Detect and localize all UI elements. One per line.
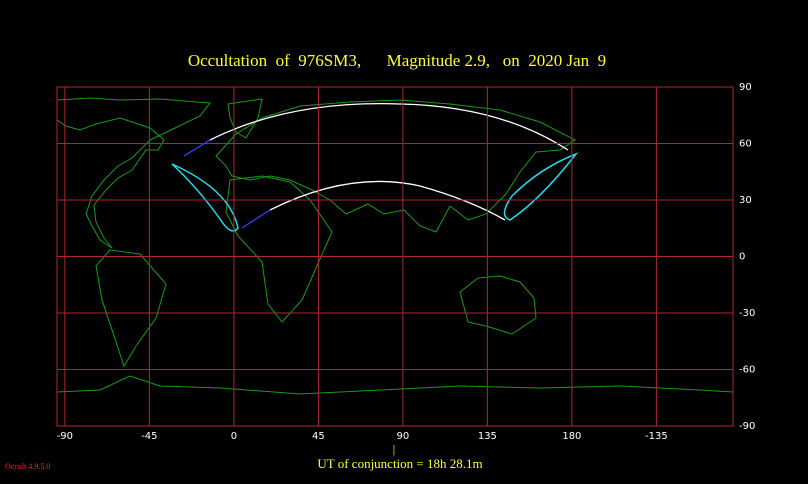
north-limit-extension — [183, 139, 211, 157]
occultation-track — [171, 103, 579, 232]
x-tick-label: 45 — [312, 431, 325, 442]
coastlines — [56, 97, 734, 395]
conjunction-marker: | — [393, 442, 395, 456]
antarctica — [56, 375, 734, 395]
africa — [225, 175, 333, 323]
y-tick-label: 90 — [739, 82, 752, 93]
y-tick-label: -60 — [739, 365, 755, 376]
conjunction-time: UT of conjunction = 18h 28.1m — [317, 456, 482, 471]
greenland — [227, 98, 263, 139]
x-tick-label: -45 — [141, 431, 157, 442]
version: Occult 4.9.5.0 — [5, 462, 50, 471]
title: Occultation of 976SM3, Magnitude 2.9, on… — [188, 51, 606, 70]
x-tick-label: 135 — [478, 431, 497, 442]
y-tick-label: -90 — [739, 421, 755, 432]
west-loop — [171, 163, 239, 232]
map-border — [56, 86, 734, 427]
x-tick-label: -90 — [57, 431, 73, 442]
x-tick-label: -135 — [645, 431, 668, 442]
x-tick-label: 90 — [397, 431, 410, 442]
y-tick-label: 30 — [739, 195, 752, 206]
y-tick-label: 0 — [739, 252, 745, 263]
north-limit — [209, 103, 569, 151]
y-tick-label: -30 — [739, 308, 755, 319]
australia — [459, 275, 537, 335]
south-limit-extension — [241, 209, 271, 229]
east-loop — [503, 152, 579, 221]
north-america — [56, 97, 211, 249]
x-tick-label: 0 — [231, 431, 237, 442]
eurasia — [215, 99, 576, 233]
x-tick-label: 180 — [562, 431, 581, 442]
y-tick-label: 60 — [739, 139, 752, 150]
plot-area — [56, 86, 734, 427]
south-america — [95, 249, 167, 368]
south-limit — [269, 180, 506, 221]
